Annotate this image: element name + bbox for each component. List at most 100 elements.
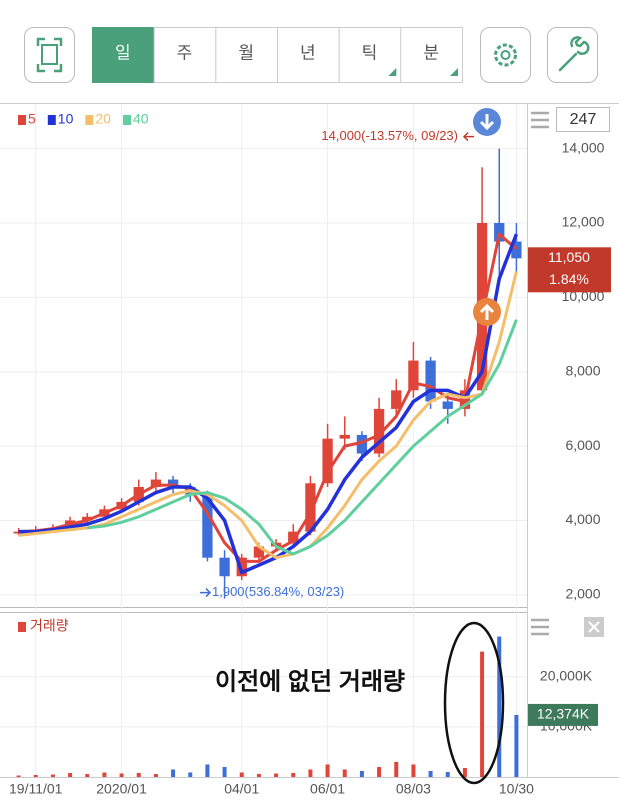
highlight-ellipse — [443, 621, 505, 785]
candle-body — [339, 434, 350, 439]
x-tick-label: 04/01 — [224, 781, 259, 797]
y-tick-label: 20,000K — [540, 667, 593, 683]
ma-line — [18, 233, 519, 575]
price-tag-label: 11,050 — [548, 249, 590, 265]
arrow-icon — [479, 114, 495, 131]
period-tab[interactable] — [92, 27, 155, 83]
candle-body — [202, 494, 213, 558]
y-tick-label: 2,000 — [565, 586, 600, 602]
volume-bar — [394, 761, 399, 777]
volume-bar — [325, 764, 330, 777]
y-tick-label: 8,000 — [565, 362, 600, 378]
volume-bar — [102, 772, 107, 777]
candle-body — [494, 222, 505, 242]
volume-bar — [16, 775, 21, 777]
tools-button[interactable] — [547, 27, 598, 83]
period-tab-label: 년 — [300, 43, 316, 62]
volume-bar — [153, 773, 158, 777]
legend-label: 40 — [133, 111, 149, 127]
candle-body — [511, 241, 522, 259]
period-tab-label: 월 — [238, 43, 254, 62]
volume-bar — [239, 772, 244, 777]
y-tick-label: 4,000 — [565, 511, 600, 527]
legend-swatch — [85, 115, 94, 125]
count-box[interactable] — [556, 107, 610, 132]
candle-body — [305, 483, 316, 532]
low-annotation: 1,900(536.84%, 03/23) — [212, 584, 344, 599]
volume-bar — [359, 770, 364, 777]
fullscreen-icon — [41, 44, 58, 65]
legend-swatch — [47, 115, 56, 125]
fullscreen-icon — [36, 37, 63, 73]
close-icon — [588, 621, 600, 633]
volume-bar — [171, 769, 176, 777]
volume-bar — [136, 772, 141, 777]
fullscreen-button[interactable] — [24, 27, 75, 83]
candle-body — [356, 434, 368, 454]
x-tick-label: 08/03 — [396, 781, 431, 797]
volume-bar — [68, 772, 73, 777]
volume-bar — [462, 767, 467, 777]
period-tab-label: 분 — [423, 43, 439, 62]
legend-swatch — [122, 115, 131, 125]
legend-swatch — [18, 622, 26, 632]
x-tick-label: 10/30 — [499, 781, 534, 797]
legend-label: 20 — [95, 111, 111, 127]
x-tick-label: 06/01 — [310, 781, 345, 797]
volume-bar — [445, 771, 450, 777]
period-tab[interactable] — [338, 27, 402, 83]
candle-body — [391, 390, 402, 409]
volume-bar — [205, 764, 210, 777]
menu-icon[interactable] — [531, 111, 549, 129]
ma-line — [18, 232, 518, 563]
volume-bar — [377, 766, 382, 777]
period-tab[interactable] — [400, 27, 464, 83]
y-tick-label: 12,000 — [562, 214, 605, 230]
volume-bar — [33, 774, 38, 777]
legend-label: 거래량 — [30, 618, 69, 634]
period-tab[interactable] — [277, 27, 340, 83]
volume-bar — [428, 770, 433, 777]
period-tab-label: 틱 — [362, 43, 378, 62]
candle-body — [373, 408, 385, 454]
volume-bar — [222, 766, 227, 777]
volume-bar — [411, 764, 416, 777]
annotation-arrow — [200, 588, 212, 598]
x-tick-label: 19/11/01 — [9, 781, 63, 797]
volume-bar — [308, 769, 313, 777]
volume-bar — [514, 714, 519, 777]
annotation-arrow — [462, 132, 474, 142]
candle-body — [322, 438, 333, 484]
high-annotation: 14,000(-13.57%, 09/23) — [321, 128, 458, 143]
volume-bar — [274, 773, 279, 777]
y-tick-label: 14,000 — [562, 139, 605, 155]
dropdown-marker — [388, 68, 397, 76]
volume-bar — [188, 772, 193, 777]
volume-bar — [256, 773, 261, 777]
volume-bar — [85, 773, 90, 777]
menu-icon[interactable] — [531, 618, 549, 636]
period-tab[interactable] — [215, 27, 278, 83]
count-text: 247 — [570, 111, 597, 128]
candle-body — [442, 401, 453, 409]
ma-line — [87, 319, 518, 556]
legend-label: 5 — [28, 111, 36, 127]
x-tick-label: 2020/01 — [96, 781, 147, 797]
price-tag — [528, 247, 611, 293]
candle-body — [219, 557, 230, 577]
change-label: 1.84% — [549, 271, 589, 287]
settings-button[interactable] — [480, 27, 531, 83]
candle-body — [408, 360, 419, 391]
candle-body — [167, 479, 179, 488]
volume-bar — [480, 651, 485, 777]
period-tab-label: 일 — [115, 43, 131, 62]
gear-icon — [494, 43, 517, 67]
y-tick-label: 6,000 — [565, 437, 600, 453]
volume-tag — [528, 703, 598, 726]
arrow-icon — [479, 303, 495, 320]
volume-tag-label: 12,374K — [537, 706, 590, 722]
ma-line — [18, 270, 518, 560]
candle-body — [253, 546, 265, 558]
